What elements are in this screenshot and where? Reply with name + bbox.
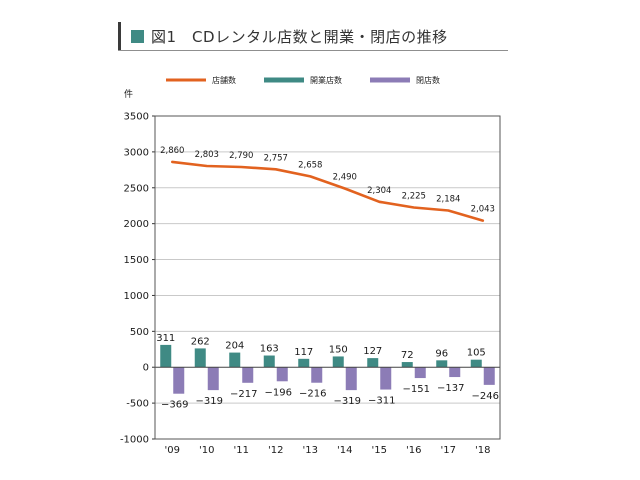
chart-title-block: 図1 CDレンタル店数と開業・閉店の推移 xyxy=(118,22,521,50)
closings-data-label: −319 xyxy=(196,396,223,407)
stores-data-label: 2,803 xyxy=(195,150,219,160)
y-tick-label: 1000 xyxy=(124,291,149,302)
closings-bar xyxy=(449,367,461,378)
closings-data-label: −216 xyxy=(299,389,326,400)
y-tick-label: 2500 xyxy=(124,183,149,194)
closings-bar xyxy=(380,367,392,390)
closings-data-label: −137 xyxy=(437,383,464,394)
closings-bar xyxy=(242,367,254,383)
x-tick-labels: '09 '10 '11 '12 '13 '14 '15 '16 '17 '18 xyxy=(165,445,491,456)
closings-bar xyxy=(414,367,426,379)
closings-bar xyxy=(207,367,219,391)
x-tick-label: '15 xyxy=(372,445,387,456)
openings-data-label: 96 xyxy=(435,348,448,359)
closings-bar xyxy=(311,367,323,383)
openings-bar xyxy=(298,358,310,368)
closings-data-label: −246 xyxy=(472,391,499,402)
x-tick-label: '17 xyxy=(441,445,456,456)
openings-data-label: 311 xyxy=(156,333,175,344)
y-tick-label: -500 xyxy=(126,399,149,410)
y-tick-label: 3500 xyxy=(124,112,149,123)
stores-line-series xyxy=(171,160,485,222)
x-tick-label: '16 xyxy=(406,445,421,456)
stores-data-label: 2,304 xyxy=(367,186,391,196)
openings-bars xyxy=(160,344,482,368)
stores-data-label: 2,490 xyxy=(333,172,357,182)
closings-data-label: −151 xyxy=(403,384,430,395)
legend-stores-label: 店舗数 xyxy=(212,75,236,85)
x-tick-label: '10 xyxy=(199,445,214,456)
openings-bar xyxy=(470,359,482,368)
openings-bar xyxy=(436,360,448,368)
closings-bar xyxy=(483,367,495,385)
plot-border xyxy=(154,115,501,440)
y-tick-labels: 3500 3000 2500 2000 1500 1000 500 0 -500 -1000 xyxy=(120,112,155,446)
title-underline xyxy=(118,50,508,51)
x-tick-label: '18 xyxy=(475,445,490,456)
openings-bar xyxy=(401,362,413,368)
openings-bar xyxy=(194,348,206,368)
x-tick-label: '09 xyxy=(165,445,180,456)
openings-data-label: 72 xyxy=(401,350,414,361)
closings-data-label: −196 xyxy=(265,387,292,398)
stores-data-label: 2,790 xyxy=(229,151,253,161)
openings-bar xyxy=(160,344,172,368)
chart-title: 図1 CDレンタル店数と開業・閉店の推移 xyxy=(151,27,448,46)
closings-data-label: −311 xyxy=(368,396,395,407)
closings-data-label: −319 xyxy=(334,396,361,407)
y-tick-label: 1500 xyxy=(124,255,149,266)
closings-bar xyxy=(345,367,357,391)
openings-data-label: 150 xyxy=(329,344,348,355)
stores-data-label: 2,860 xyxy=(160,146,184,156)
x-tick-label: '13 xyxy=(303,445,318,456)
y-tick-label: 0 xyxy=(143,363,149,374)
closings-bar xyxy=(173,367,185,394)
x-tick-label: '14 xyxy=(337,445,352,456)
y-axis-unit: 件 xyxy=(124,88,133,100)
legend: 店舗数 開業店数 閉店数 xyxy=(166,75,440,85)
x-tick-label: '12 xyxy=(268,445,283,456)
stores-data-label: 2,225 xyxy=(402,192,426,202)
plot-frame xyxy=(154,115,501,440)
stores-data-label: 2,658 xyxy=(298,160,322,170)
gridlines xyxy=(155,115,500,440)
openings-bar xyxy=(367,358,379,368)
openings-data-label: 127 xyxy=(363,346,382,357)
closings-bars xyxy=(173,367,495,394)
openings-bar xyxy=(263,355,275,368)
y-tick-label: 3000 xyxy=(124,147,149,158)
stores-data-label: 2,757 xyxy=(264,153,288,163)
y-tick-label: 500 xyxy=(130,327,149,338)
openings-data-label: 262 xyxy=(191,336,210,347)
closings-bar xyxy=(276,367,288,382)
closings-data-label: −369 xyxy=(161,400,188,411)
title-square-icon xyxy=(131,29,144,43)
legend-closings-label: 閉店数 xyxy=(416,75,440,85)
stores-line xyxy=(171,160,485,222)
closings-data-label: −217 xyxy=(230,389,257,400)
stores-data-label: 2,184 xyxy=(436,194,460,204)
openings-bar xyxy=(332,356,344,368)
legend-openings-label: 開業店数 xyxy=(310,75,342,85)
openings-data-label: 163 xyxy=(260,344,279,355)
y-tick-label: -1000 xyxy=(120,435,149,446)
openings-data-labels: 311 262 204 163 117 150 127 72 96 105 xyxy=(156,333,486,361)
x-tick-label: '11 xyxy=(234,445,249,456)
openings-data-label: 105 xyxy=(467,348,486,359)
stores-data-label: 2,043 xyxy=(471,205,495,215)
stores-data-labels: 2,860 2,803 2,790 2,757 2,658 2,490 2,304 2,225… xyxy=(160,146,495,215)
openings-data-label: 117 xyxy=(294,347,313,358)
y-tick-label: 2000 xyxy=(124,219,149,230)
closings-data-labels: −369 −319 −217 −196 −216 −319 −311 −151 −137 −246 xyxy=(161,383,499,411)
openings-data-label: 204 xyxy=(225,341,244,352)
openings-bar xyxy=(229,352,241,368)
